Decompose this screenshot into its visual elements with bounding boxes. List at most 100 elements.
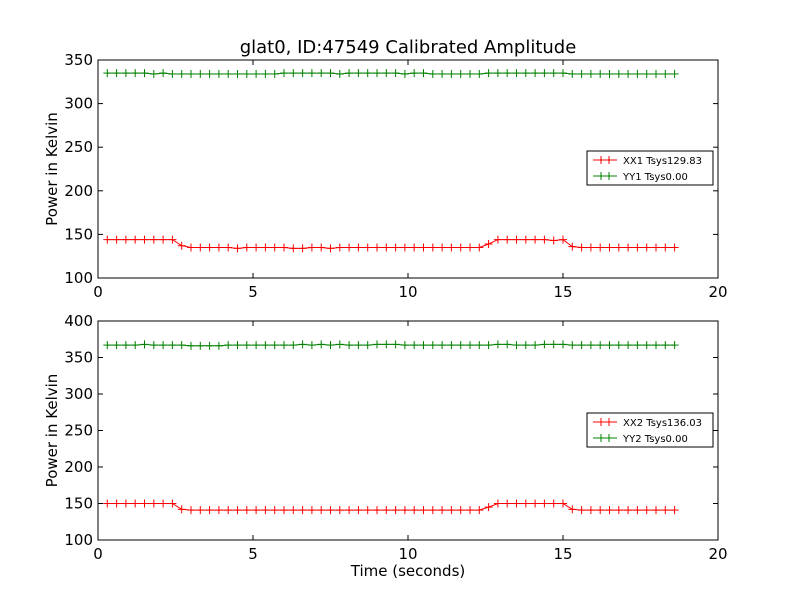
- data-point: [149, 69, 158, 78]
- data-point: [112, 235, 121, 244]
- data-point: [103, 69, 112, 78]
- data-point: [456, 506, 465, 515]
- data-point: [503, 235, 512, 244]
- data-point: [586, 506, 595, 515]
- x-tick-label: 5: [248, 283, 258, 301]
- data-point: [335, 243, 344, 252]
- data-point: [512, 499, 521, 508]
- data-point: [317, 69, 326, 78]
- data-point: [447, 506, 456, 515]
- data-point: [354, 243, 363, 252]
- data-point: [484, 503, 493, 512]
- data-point: [531, 69, 540, 78]
- data-point: [391, 340, 400, 349]
- data-point: [205, 506, 214, 515]
- data-point: [577, 243, 586, 252]
- data-point: [596, 341, 605, 350]
- data-point: [270, 243, 279, 252]
- data-point: [177, 341, 186, 350]
- data-point: [447, 69, 456, 78]
- data-point: [317, 340, 326, 349]
- data-point: [410, 243, 419, 252]
- data-point: [373, 340, 381, 349]
- data-point: [345, 506, 354, 515]
- y-tick-label: 350: [64, 51, 93, 69]
- data-point: [177, 241, 186, 250]
- data-point: [326, 69, 335, 78]
- data-point: [531, 341, 540, 350]
- data-point: [633, 506, 642, 515]
- data-point: [391, 243, 400, 252]
- data-point: [456, 341, 465, 350]
- data-point: [670, 243, 679, 252]
- data-point: [177, 505, 186, 514]
- data-point: [447, 341, 456, 350]
- data-point: [373, 69, 381, 78]
- data-point: [326, 506, 335, 515]
- series-1: [103, 235, 679, 253]
- data-point: [652, 69, 660, 78]
- data-point: [614, 506, 623, 515]
- legend-entry: YY2 Tsys0.00: [593, 434, 688, 445]
- data-point: [493, 499, 502, 508]
- data-point: [270, 341, 279, 350]
- data-point: [466, 243, 474, 252]
- legend-box: [586, 412, 714, 448]
- data-point: [577, 69, 586, 78]
- data-point: [596, 243, 605, 252]
- data-point: [661, 243, 670, 252]
- data-point: [540, 69, 549, 78]
- y-axis-label: Power in Kelvin: [43, 374, 61, 488]
- data-point: [233, 244, 242, 253]
- data-point: [419, 341, 428, 350]
- data-point: [475, 506, 484, 515]
- data-point: [661, 341, 670, 350]
- series-2: [103, 340, 679, 350]
- data-point: [280, 506, 288, 515]
- data-point: [335, 506, 344, 515]
- data-point: [298, 506, 307, 515]
- data-point: [549, 236, 558, 245]
- data-point: [428, 506, 437, 515]
- data-point: [577, 341, 586, 350]
- x-tick-label: 20: [708, 283, 727, 301]
- data-point: [475, 69, 484, 78]
- data-point: [363, 243, 372, 252]
- data-point: [242, 506, 251, 515]
- data-point: [559, 340, 567, 349]
- x-axis-label: Time (seconds): [350, 562, 466, 580]
- data-point: [373, 243, 381, 252]
- x-tick-label: 20: [708, 545, 727, 563]
- data-point: [317, 243, 326, 252]
- plot-2: 0 5 10 15 20 100 150 200 250 300 350 400 Power in Ke…: [43, 312, 728, 580]
- data-point: [159, 235, 168, 244]
- data-point: [289, 69, 298, 78]
- y-tick-label: 300: [64, 95, 93, 113]
- data-point: [428, 69, 437, 78]
- data-point: [187, 341, 195, 350]
- data-point: [140, 499, 149, 508]
- data-point: [363, 69, 372, 78]
- data-point: [438, 341, 447, 350]
- data-point: [326, 341, 335, 350]
- data-point: [280, 243, 288, 252]
- data-point: [168, 341, 177, 350]
- data-point: [624, 506, 633, 515]
- data-point: [196, 243, 205, 252]
- data-point: [484, 69, 493, 78]
- data-point: [233, 69, 242, 78]
- data-point: [382, 506, 391, 515]
- data-point: [168, 69, 177, 78]
- data-point: [224, 69, 233, 78]
- data-point: [307, 69, 316, 78]
- x-tick-label: 15: [553, 545, 572, 563]
- data-point: [503, 499, 512, 508]
- data-point: [317, 506, 326, 515]
- y-tick-label: 200: [64, 182, 93, 200]
- data-point: [633, 69, 642, 78]
- data-point: [140, 69, 149, 78]
- data-point: [168, 235, 177, 244]
- legend-entry: YY1 Tsys0.00: [593, 172, 688, 183]
- legend-entry: XX2 Tsys136.03: [593, 418, 702, 429]
- data-point: [633, 243, 642, 252]
